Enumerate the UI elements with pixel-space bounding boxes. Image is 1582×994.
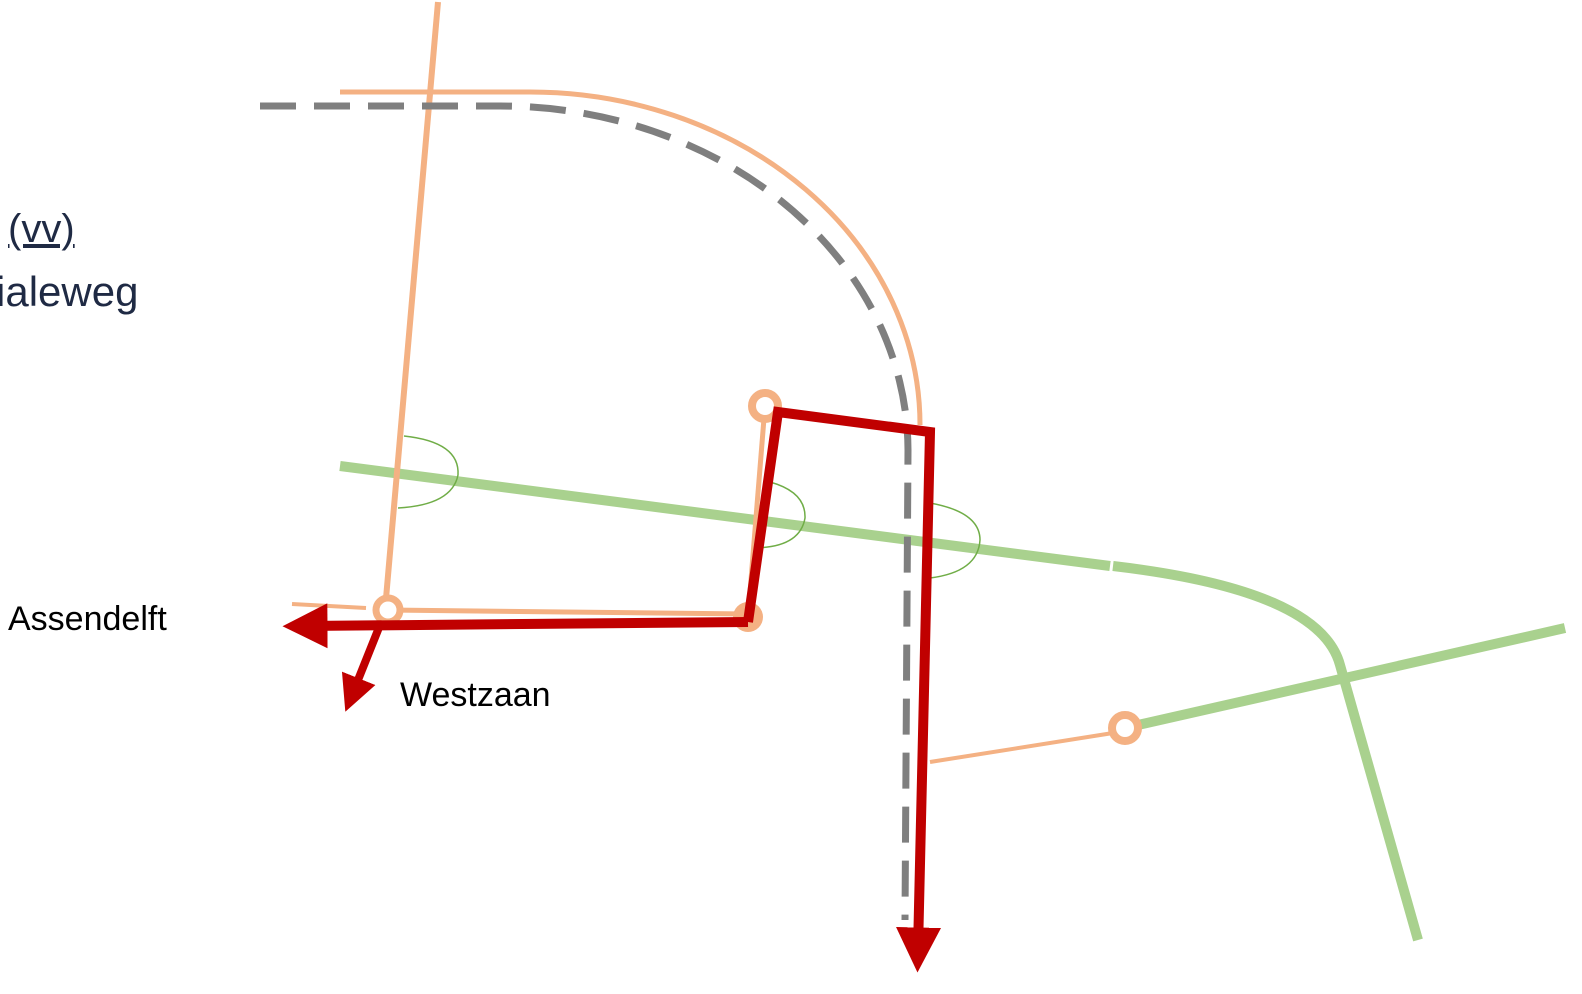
node	[1108, 711, 1142, 745]
node	[748, 389, 782, 423]
road-label: ialeweg	[0, 268, 138, 315]
dashed-route	[260, 102, 912, 921]
red-route-assendelft	[282, 603, 749, 649]
green-road-east	[1123, 623, 1567, 733]
green-road-curve	[1112, 561, 1423, 942]
place-label: Westzaan	[400, 676, 551, 714]
red-route-south	[743, 406, 942, 973]
angle-arc	[397, 435, 459, 509]
node	[372, 594, 404, 626]
red-route-westzaan	[341, 623, 384, 712]
orange-road	[291, 602, 367, 610]
green-road	[339, 461, 1111, 571]
orange-road	[387, 607, 749, 617]
angle-arc	[751, 481, 806, 549]
top-label: (vv)	[8, 207, 75, 251]
angle-arc	[929, 502, 981, 579]
orange-road-curve	[340, 89, 923, 426]
place-label: Assendelft	[8, 600, 167, 638]
orange-road	[929, 731, 1114, 764]
